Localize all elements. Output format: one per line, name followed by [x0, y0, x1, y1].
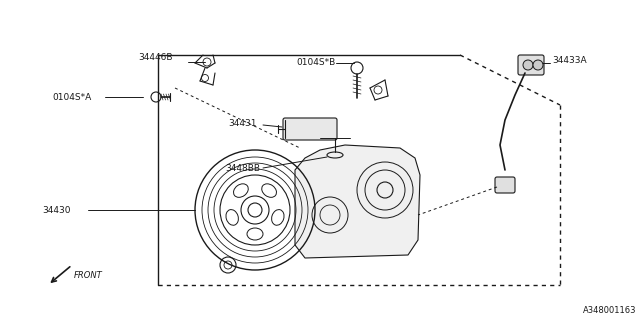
- Polygon shape: [295, 145, 420, 258]
- Ellipse shape: [234, 184, 248, 197]
- Text: FRONT: FRONT: [74, 270, 103, 279]
- Circle shape: [523, 60, 533, 70]
- FancyBboxPatch shape: [283, 118, 337, 140]
- Text: 34446B: 34446B: [138, 52, 173, 61]
- Text: 0104S*B: 0104S*B: [296, 58, 335, 67]
- Circle shape: [533, 60, 543, 70]
- Text: 34430: 34430: [42, 205, 70, 214]
- Text: A348001163: A348001163: [582, 306, 636, 315]
- Ellipse shape: [226, 210, 238, 225]
- Ellipse shape: [271, 210, 284, 225]
- Text: 0104S*A: 0104S*A: [52, 92, 92, 101]
- FancyBboxPatch shape: [495, 177, 515, 193]
- Ellipse shape: [262, 184, 276, 197]
- Text: 34433A: 34433A: [552, 55, 587, 65]
- Text: 34431: 34431: [228, 118, 257, 127]
- Ellipse shape: [247, 228, 263, 240]
- Text: 3448BB: 3448BB: [225, 164, 260, 172]
- FancyBboxPatch shape: [518, 55, 544, 75]
